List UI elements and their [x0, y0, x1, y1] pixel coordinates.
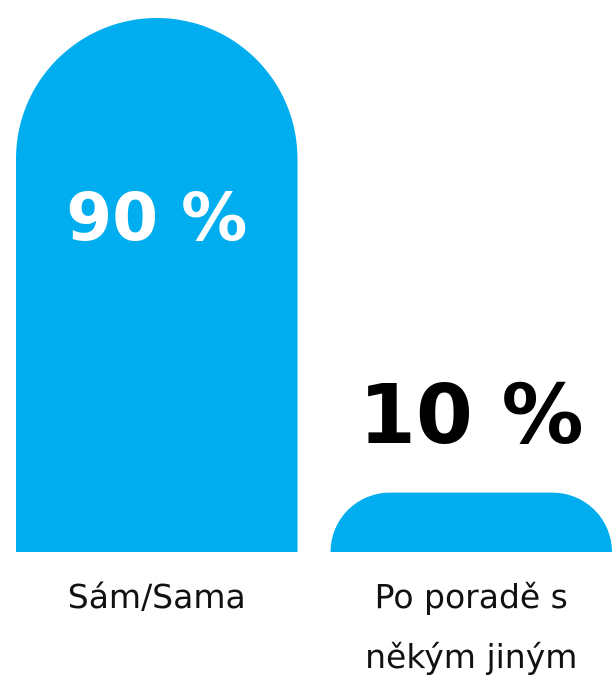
bar [330, 492, 612, 552]
bar [16, 18, 298, 552]
value-label: 10 % [359, 368, 584, 463]
value-label: 90 % [66, 179, 247, 256]
x-tick-label: Sám/Sama [67, 577, 246, 616]
x-tick-label: Po poradě s někým jiným [365, 577, 578, 676]
